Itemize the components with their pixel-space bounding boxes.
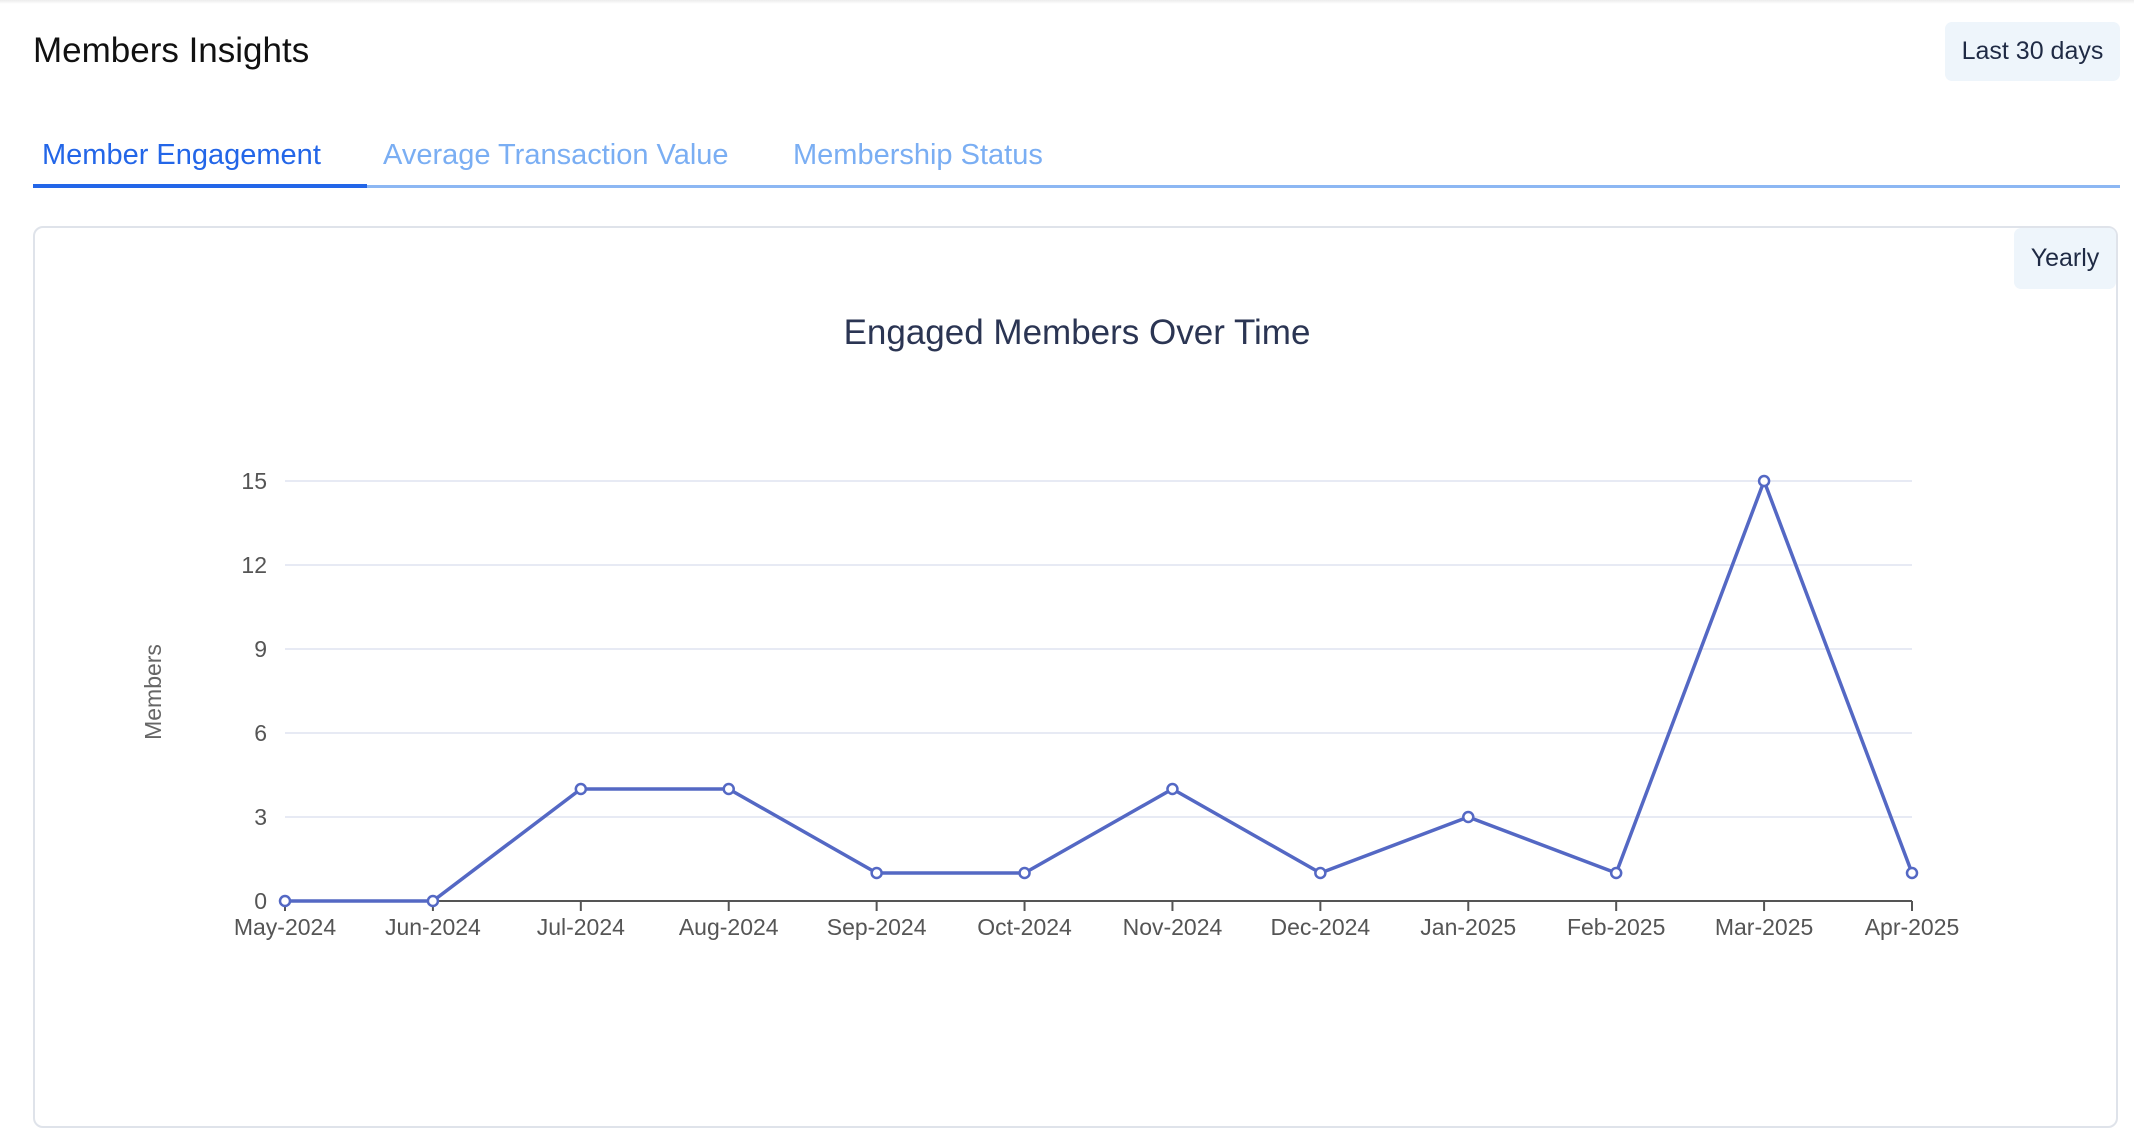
data-point[interactable] — [1905, 866, 1919, 880]
data-point[interactable] — [574, 782, 588, 796]
x-tick-label: Feb-2025 — [1567, 914, 1665, 940]
x-tick-label: Dec-2024 — [1270, 914, 1370, 940]
data-point[interactable] — [1609, 866, 1623, 880]
data-point[interactable] — [1462, 810, 1475, 824]
x-tick-label: Oct-2024 — [977, 914, 1072, 940]
engaged-members-chart: Engaged Members Over Time Members 0 3 6 9 12… — [140, 313, 1959, 940]
y-tick-label: 12 — [241, 552, 267, 578]
y-tick-label: 3 — [254, 804, 267, 830]
series-line — [285, 479, 1914, 903]
x-tick-label: Nov-2024 — [1123, 914, 1223, 940]
x-tick-label: Mar-2025 — [1715, 914, 1813, 940]
grid-lines — [285, 480, 1912, 818]
x-axis-ticks: May-2024 Jun-2024 Jul-2024 Aug-2024 Sep-2024… — [234, 901, 1959, 940]
chart-panel: Yearly Engaged Members Over Time Members… — [33, 226, 2118, 1128]
period-select-button[interactable]: Yearly — [2014, 228, 2116, 289]
date-range-button[interactable]: Last 30 days — [1945, 22, 2120, 81]
data-point[interactable] — [1018, 866, 1031, 880]
x-tick-label: Sep-2024 — [827, 914, 927, 940]
chart-title: Engaged Members Over Time — [844, 313, 1311, 352]
y-tick-label: 9 — [254, 636, 267, 662]
y-axis-ticks: 0 3 6 9 12 15 — [241, 468, 267, 914]
data-point[interactable] — [426, 894, 440, 908]
x-tick-label: Apr-2025 — [1865, 914, 1960, 940]
tab-bar: Member Engagement Average Transaction Va… — [33, 130, 2120, 188]
y-axis-label: Members — [140, 644, 166, 740]
data-point[interactable] — [870, 866, 883, 880]
page-title: Members Insights — [33, 31, 310, 70]
x-tick-label: Jan-2025 — [1420, 914, 1516, 940]
data-point[interactable] — [1314, 866, 1327, 880]
data-point[interactable] — [278, 894, 292, 908]
y-tick-label: 6 — [254, 720, 267, 746]
tab-bar-underline — [33, 185, 2120, 188]
y-tick-label: 0 — [254, 888, 267, 914]
tab-average-transaction-value[interactable]: Average Transaction Value — [383, 139, 729, 171]
x-tick-label: Jun-2024 — [385, 914, 481, 940]
x-tick-label: Jul-2024 — [537, 914, 625, 940]
y-tick-label: 15 — [241, 468, 267, 494]
tab-member-engagement[interactable]: Member Engagement — [33, 130, 367, 188]
series-engaged-members — [278, 474, 1919, 908]
x-tick-label: May-2024 — [234, 914, 336, 940]
data-point[interactable] — [722, 782, 735, 796]
tab-membership-status[interactable]: Membership Status — [793, 139, 1043, 171]
x-tick-label: Aug-2024 — [679, 914, 779, 940]
data-point[interactable] — [1757, 474, 1771, 488]
data-point[interactable] — [1166, 782, 1179, 796]
top-shadow — [0, 0, 2134, 4]
